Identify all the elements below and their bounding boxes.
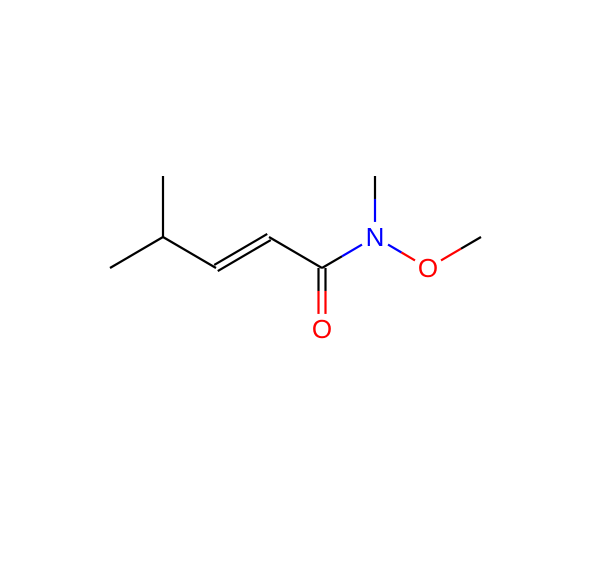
atom-label-N1: N: [366, 222, 385, 252]
bond-C6-O1: [319, 268, 326, 314]
atom-label-O1: O: [312, 314, 332, 344]
bond-N1-O2: [388, 245, 415, 261]
bond-C6-N1: [322, 245, 362, 268]
atoms-layer: O N O: [312, 222, 438, 344]
atom-label-O2: O: [418, 253, 438, 283]
bond-C4-C5: [214, 234, 271, 271]
bonds-layer: [110, 176, 481, 314]
bond-C5-C6: [269, 237, 322, 268]
bond-C2-C4: [163, 237, 216, 268]
molecule-canvas: O N O: [0, 0, 607, 564]
bond-C1-C2: [110, 237, 163, 268]
bond-O2-C8: [441, 237, 481, 260]
